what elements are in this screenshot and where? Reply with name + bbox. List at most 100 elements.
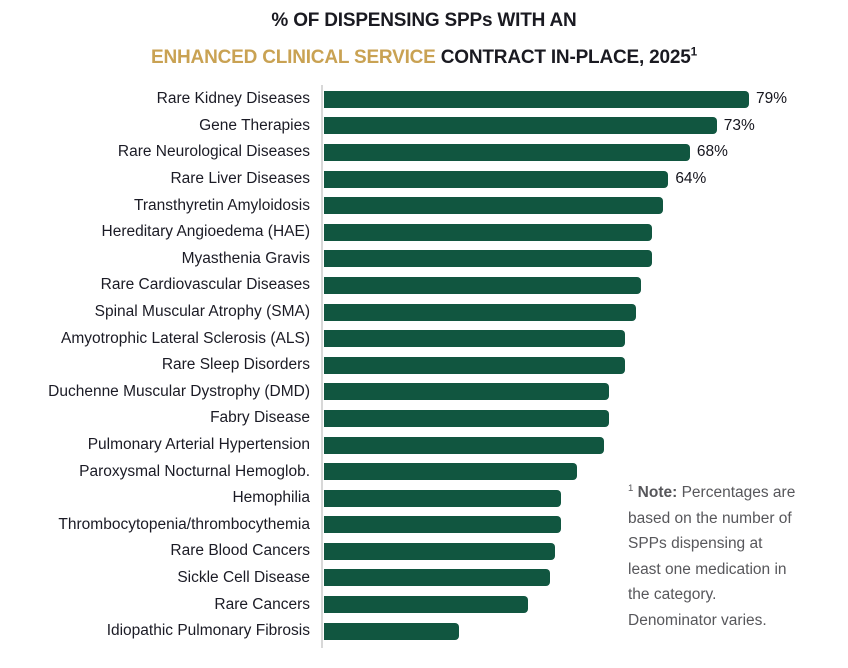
axis-baseline — [321, 85, 323, 648]
bar-track — [324, 458, 848, 485]
bar — [324, 383, 610, 401]
bar-track: 73% — [324, 113, 848, 140]
bar — [324, 569, 550, 587]
chart-row: Rare Blood Cancers — [0, 538, 848, 565]
bar — [324, 170, 669, 188]
chart-row: Paroxysmal Nocturnal Hemoglob. — [0, 458, 848, 485]
category-label: Rare Cardiovascular Diseases — [100, 276, 310, 294]
bar-track — [324, 272, 848, 299]
bar — [324, 90, 750, 108]
bar — [324, 542, 556, 560]
chart-title-line2: ENHANCED CLINICAL SERVICE CONTRACT IN-PL… — [0, 45, 848, 69]
bar-track — [324, 432, 848, 459]
chart-row: Rare Neurological Diseases 68% — [0, 139, 848, 166]
category-label: Rare Kidney Diseases — [156, 90, 310, 108]
bar — [324, 197, 663, 215]
bar-track — [324, 512, 848, 539]
bar — [324, 356, 626, 374]
bar-track: 79% — [324, 86, 848, 113]
category-label: Fabry Disease — [210, 409, 310, 427]
bar — [324, 330, 626, 348]
bar-track — [324, 299, 848, 326]
bar — [324, 596, 529, 614]
category-label: Rare Neurological Diseases — [117, 143, 310, 161]
chart-row: Rare Cancers — [0, 591, 848, 618]
chart-row: Sickle Cell Disease — [0, 565, 848, 592]
chart-row: Rare Kidney Diseases 79% — [0, 86, 848, 113]
chart-row: Rare Sleep Disorders — [0, 352, 848, 379]
bar-track — [324, 379, 848, 406]
category-label: Duchenne Muscular Dystrophy (DMD) — [48, 382, 310, 400]
chart-row: Hemophilia — [0, 485, 848, 512]
chart-row: Pulmonary Arterial Hypertension — [0, 432, 848, 459]
chart-row: Thrombocytopenia/thrombocythemia — [0, 512, 848, 539]
footnote-superscript: 1 — [628, 482, 634, 494]
category-label: Rare Liver Diseases — [170, 170, 310, 188]
bar-track — [324, 405, 848, 432]
bar-value-label: 64% — [675, 170, 707, 188]
category-label: Myasthenia Gravis — [181, 249, 310, 267]
chart-row: Hereditary Angioedema (HAE) — [0, 219, 848, 246]
bar — [324, 409, 610, 427]
category-label: Rare Sleep Disorders — [161, 356, 310, 374]
bar-chart: Rare Kidney Diseases 79% Gene Therapies 73%… — [0, 86, 848, 644]
chart-row: Duchenne Muscular Dystrophy (DMD) — [0, 379, 848, 406]
category-label: Hereditary Angioedema (HAE) — [101, 223, 311, 241]
bar — [324, 436, 604, 454]
category-label: Pulmonary Arterial Hypertension — [87, 436, 310, 454]
chart-row: Amyotrophic Lateral Sclerosis (ALS) — [0, 325, 848, 352]
bar-track — [324, 565, 848, 592]
chart-row: Spinal Muscular Atrophy (SMA) — [0, 299, 848, 326]
bar-track — [324, 485, 848, 512]
bar — [324, 117, 717, 135]
bar-track — [324, 591, 848, 618]
category-label: Rare Cancers — [214, 595, 310, 613]
bar — [324, 516, 561, 534]
chart-title-superscript: 1 — [690, 45, 698, 59]
bar — [324, 622, 459, 640]
bar-track — [324, 538, 848, 565]
bar — [324, 223, 653, 241]
chart-title-highlight: ENHANCED CLINICAL SERVICE — [151, 47, 436, 68]
bar-track: 64% — [324, 166, 848, 193]
category-label: Thrombocytopenia/thrombocythemia — [58, 515, 310, 533]
chart-row: Gene Therapies 73% — [0, 113, 848, 140]
category-label: Amyotrophic Lateral Sclerosis (ALS) — [61, 329, 310, 347]
bar-track — [324, 192, 848, 219]
chart-title-rest: CONTRACT IN-PLACE, 2025 — [440, 47, 691, 68]
bar — [324, 276, 642, 294]
bar-track — [324, 325, 848, 352]
bar-track — [324, 219, 848, 246]
bar — [324, 303, 637, 321]
category-label: Gene Therapies — [199, 116, 310, 134]
bar — [324, 250, 653, 268]
bar-track — [324, 352, 848, 379]
chart-row: Myasthenia Gravis — [0, 246, 848, 273]
footnote-text: Percentages are based on the number of S… — [628, 484, 796, 629]
category-label: Spinal Muscular Atrophy (SMA) — [94, 303, 310, 321]
chart-row: Rare Cardiovascular Diseases — [0, 272, 848, 299]
category-label: Transthyretin Amyloidosis — [133, 196, 310, 214]
category-label: Idiopathic Pulmonary Fibrosis — [106, 622, 310, 640]
bar-track — [324, 618, 848, 645]
bar — [324, 143, 690, 161]
chart-title-line1: % OF DISPENSING SPPs WITH AN — [271, 10, 577, 31]
chart-row: Rare Liver Diseases 64% — [0, 166, 848, 193]
category-label: Sickle Cell Disease — [177, 568, 310, 586]
footnote: 1 Note: Percentages are based on the num… — [628, 480, 798, 634]
category-label: Rare Blood Cancers — [170, 542, 310, 560]
chart-row: Idiopathic Pulmonary Fibrosis — [0, 618, 848, 645]
bar-value-label: 73% — [723, 116, 755, 134]
bar-track: 68% — [324, 139, 848, 166]
bar-value-label: 79% — [756, 90, 788, 108]
chart-row: Fabry Disease — [0, 405, 848, 432]
category-label: Paroxysmal Nocturnal Hemoglob. — [79, 462, 310, 480]
category-label: Hemophilia — [232, 489, 310, 507]
bar — [324, 489, 561, 507]
footnote-label: Note: — [637, 484, 678, 501]
chart-row: Transthyretin Amyloidosis — [0, 192, 848, 219]
bar — [324, 463, 577, 481]
bar-value-label: 68% — [696, 143, 728, 161]
bar-track — [324, 246, 848, 273]
